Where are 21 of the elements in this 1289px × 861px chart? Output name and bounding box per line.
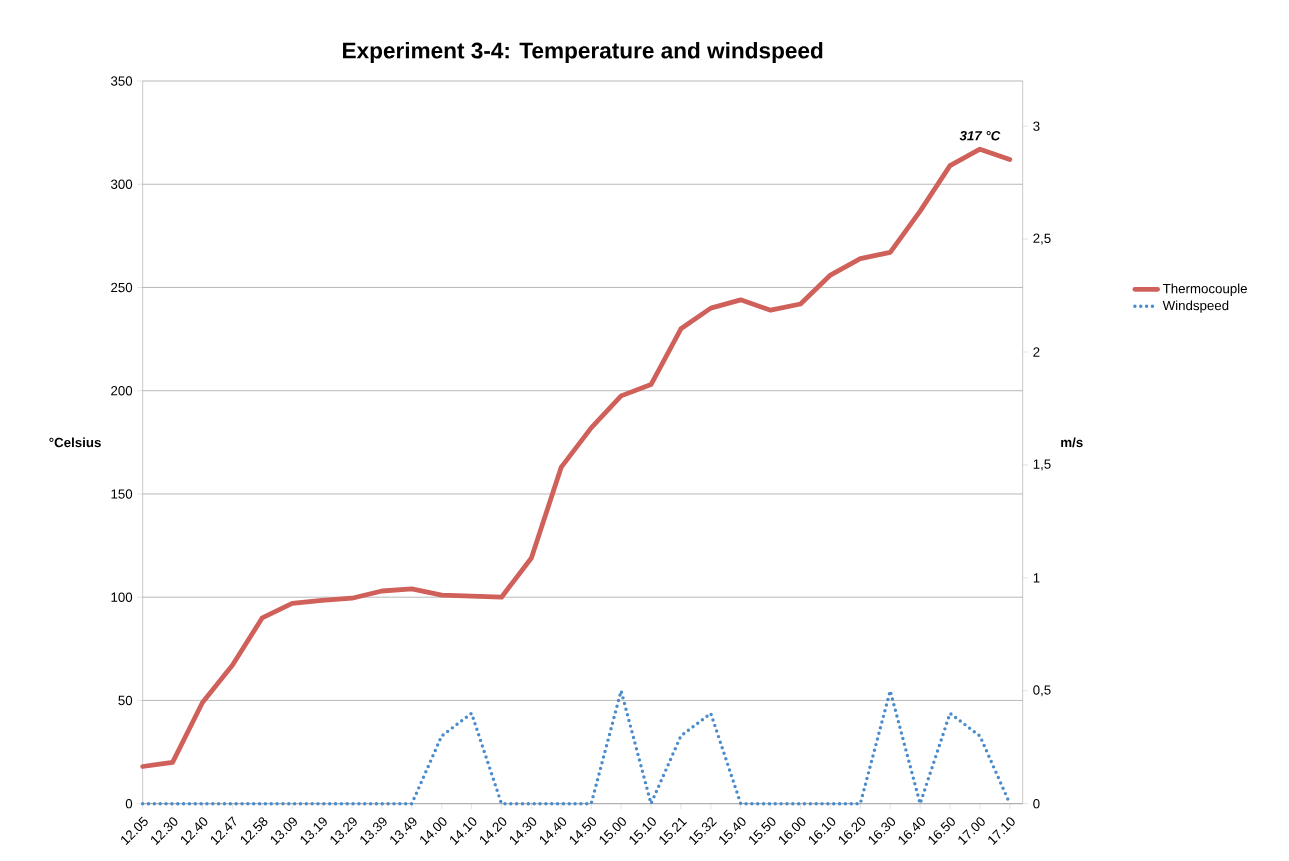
y-tick-label: 250 (111, 282, 133, 293)
y2-tick-label: 2 (1033, 347, 1040, 357)
y-tick-label: 0 (125, 798, 133, 809)
y2-tick-label: 2,5 (1033, 233, 1051, 245)
y2-tick-label: 0,5 (1033, 685, 1051, 697)
y2-axis-title: m/s (1061, 437, 1083, 448)
y2-tick-label: 1,5 (1033, 459, 1051, 471)
y-tick-label: 150 (111, 489, 133, 499)
y2-tick-label: 0 (1033, 798, 1040, 809)
y-tick-label: 50 (118, 695, 133, 706)
y-tick-label: 200 (111, 386, 133, 396)
annotation: 317 °C (959, 131, 1001, 141)
y-tick-label: 300 (110, 179, 133, 189)
y2-tick-label: 3 (1033, 121, 1040, 131)
chart-title: Experiment 3-4: Temperature and windspeed (343, 41, 823, 63)
y-axis-title: °Celsius (49, 437, 101, 448)
legend-label: Thermocouple (1162, 283, 1247, 296)
y-tick-label: 100 (111, 592, 133, 602)
y-tick-label: 350 (110, 76, 133, 86)
legend-label: Windspeed (1162, 300, 1229, 313)
y2-tick-label: 1 (1033, 573, 1040, 583)
